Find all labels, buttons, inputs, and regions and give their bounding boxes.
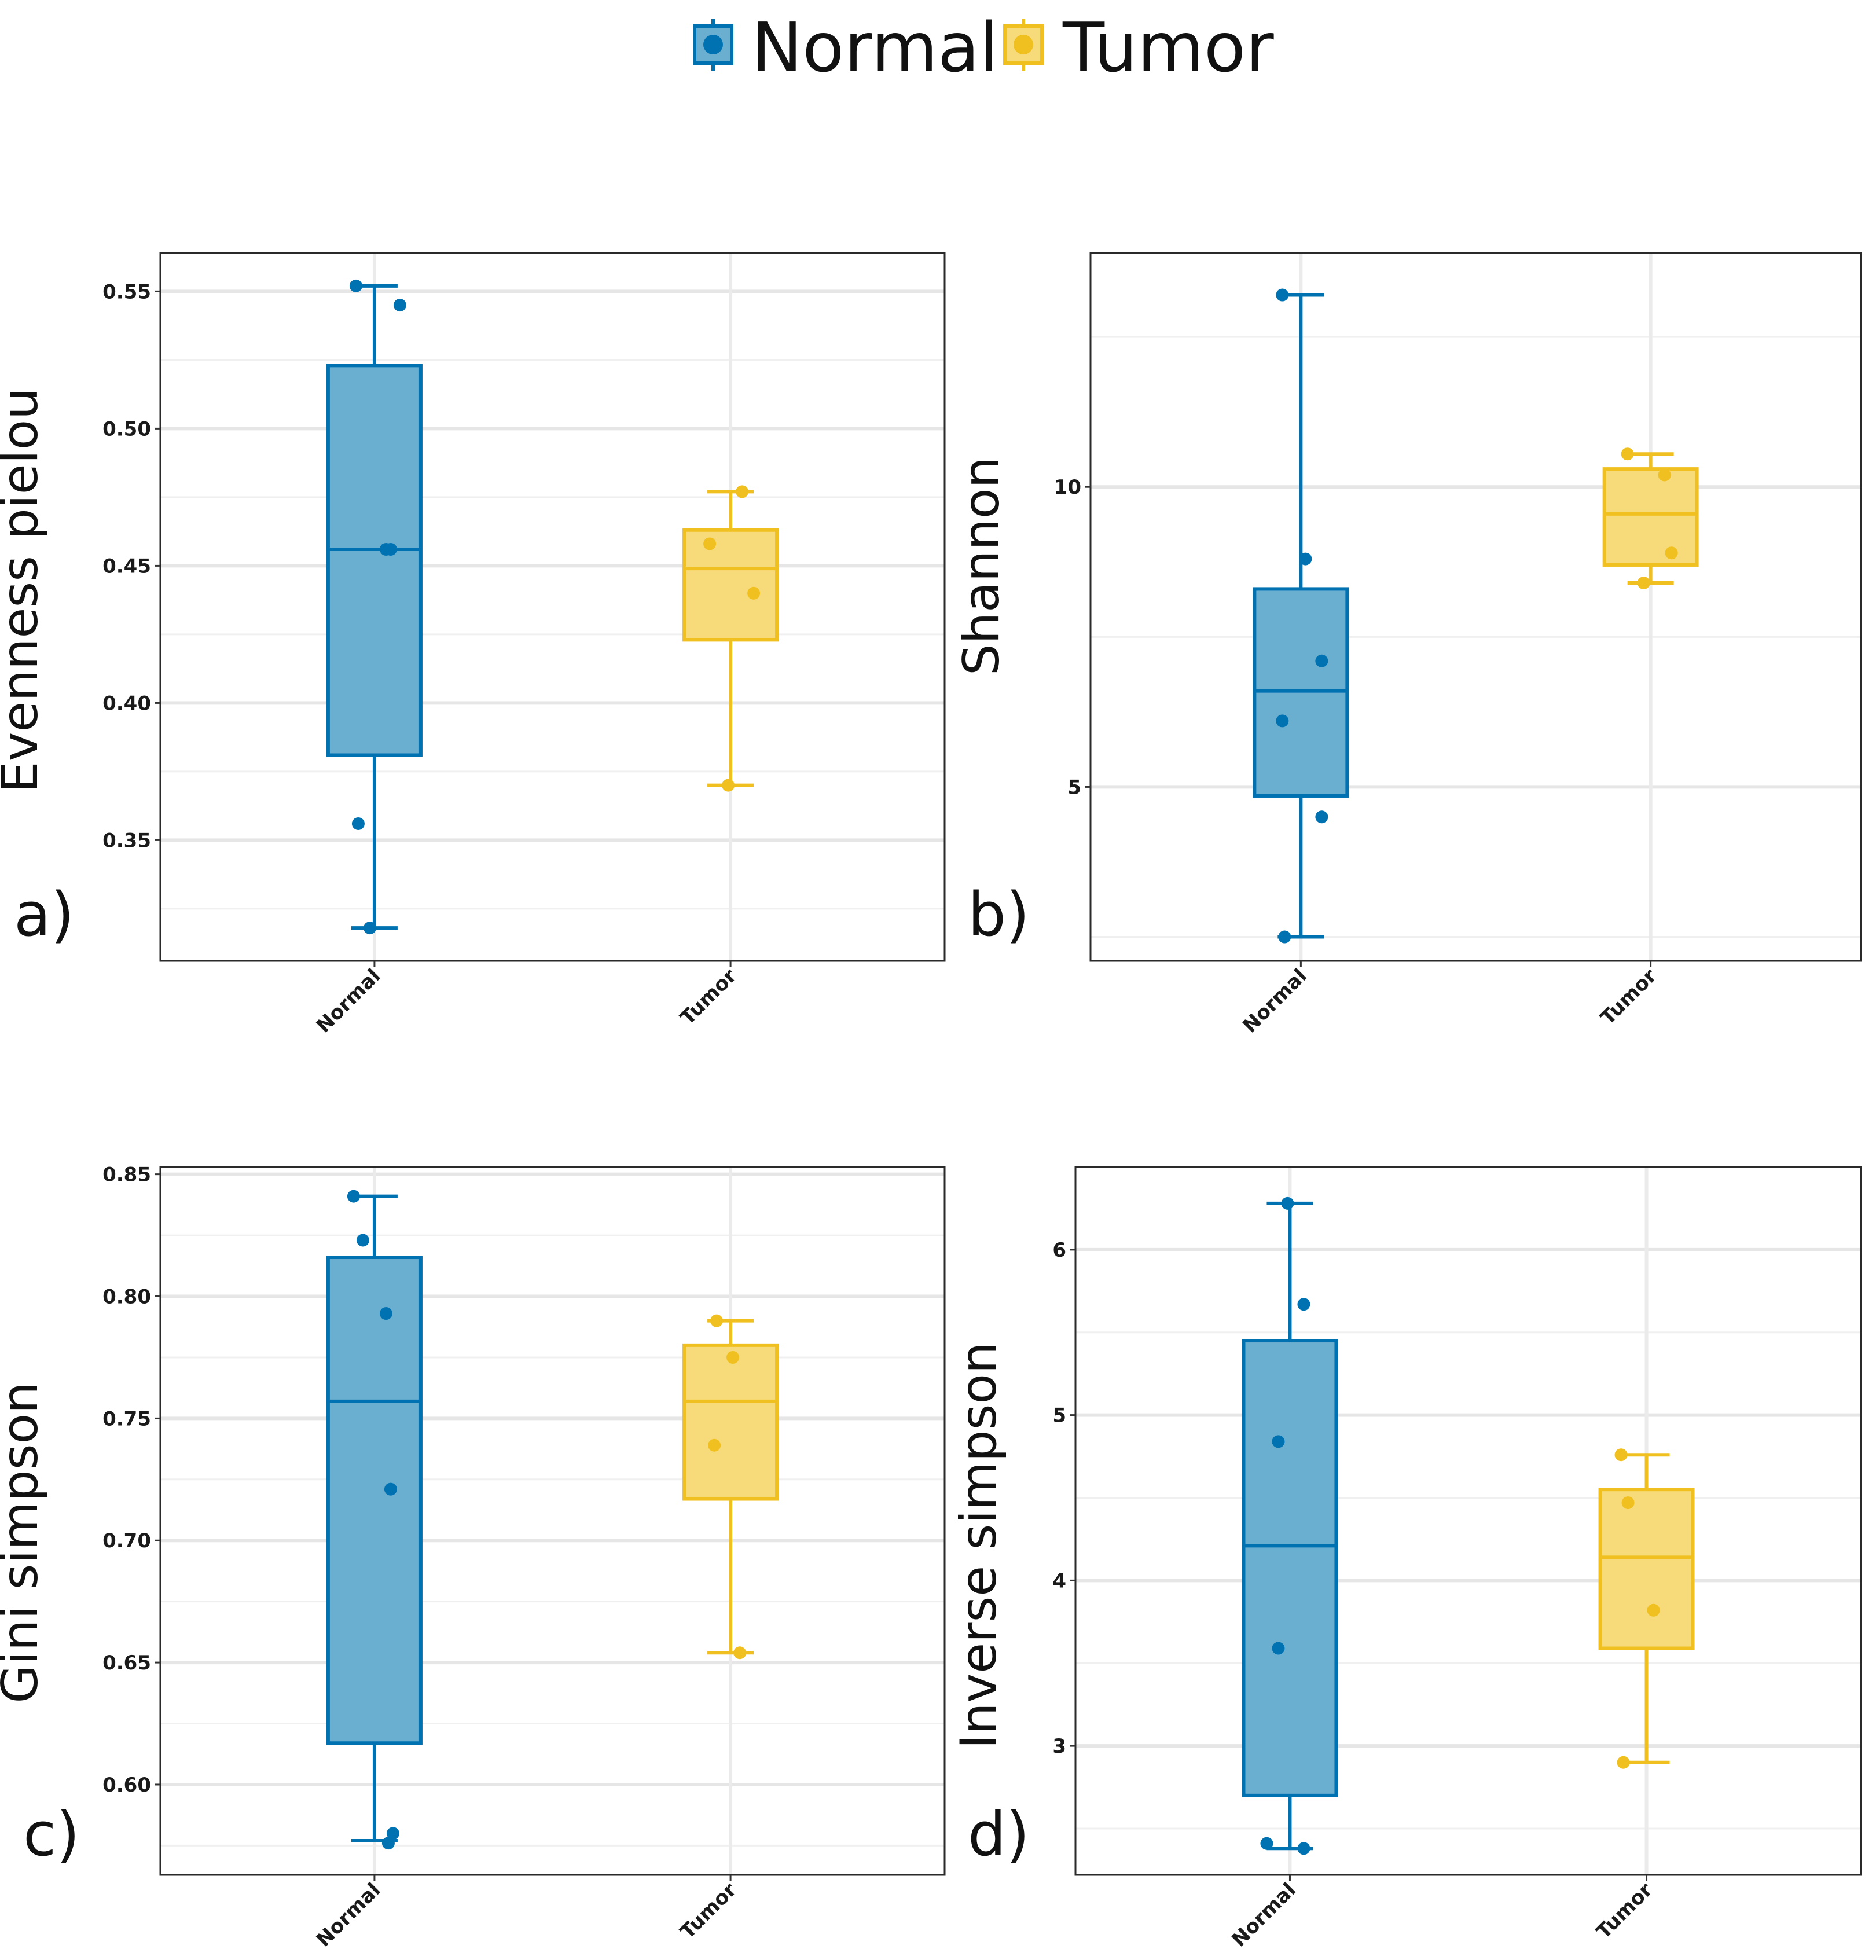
- data-point-normal: [1276, 289, 1288, 302]
- y-tick-label: 0.65: [102, 1651, 151, 1675]
- panel-a: 0.35 0.40 0.45 0.50 0.55 Normal Tumor Evenness …: [0, 253, 945, 1037]
- iqr-box-normal: [328, 365, 421, 755]
- legend-normal-dot: [703, 35, 723, 54]
- y-tick-label: 6: [1052, 1239, 1066, 1262]
- y-axis-label: Inverse simpson: [950, 1342, 1008, 1749]
- data-point-tumor: [708, 1439, 721, 1452]
- iqr-box-normal: [328, 1257, 421, 1743]
- data-point-normal: [384, 1483, 397, 1496]
- data-point-tumor: [1615, 1448, 1628, 1461]
- data-point-normal: [380, 1307, 392, 1320]
- y-tick-label: 5: [1052, 1404, 1066, 1427]
- x-tick-label-tumor: Tumor: [676, 964, 741, 1030]
- data-point-normal: [1315, 810, 1328, 823]
- data-point-normal: [347, 1190, 360, 1203]
- x-tick-label-normal: Normal: [312, 1878, 385, 1951]
- data-point-tumor: [747, 587, 760, 600]
- panel-b-background: [1091, 253, 1861, 961]
- y-axis-label: Evenness pielou: [0, 388, 49, 792]
- legend-item-normal: Normal: [695, 8, 998, 87]
- y-tick-label: 4: [1052, 1569, 1066, 1592]
- x-tick-label-normal: Normal: [312, 964, 385, 1037]
- legend-normal-label: Normal: [751, 8, 998, 87]
- y-tick-label: 0.60: [102, 1774, 151, 1797]
- data-point-tumor: [1638, 577, 1650, 589]
- data-point-normal: [1260, 1837, 1273, 1850]
- data-point-tumor: [710, 1315, 723, 1327]
- panel-letter: c): [23, 1799, 80, 1870]
- iqr-box-tumor: [684, 1345, 777, 1499]
- data-point-normal: [364, 922, 376, 934]
- x-tick-label-tumor: Tumor: [676, 1878, 741, 1944]
- data-point-normal: [1276, 714, 1288, 727]
- y-tick-label: 0.35: [102, 829, 151, 852]
- data-point-normal: [382, 1837, 395, 1849]
- data-point-normal: [1278, 931, 1291, 944]
- data-point-normal: [1272, 1642, 1284, 1655]
- data-point-normal: [357, 1234, 369, 1247]
- data-point-tumor: [1621, 447, 1634, 460]
- panel-d-background: [1075, 1167, 1861, 1875]
- data-point-tumor: [722, 779, 735, 792]
- panel-d: 3 4 5 6 Normal Tumor Inverse simpson d): [950, 1167, 1861, 1951]
- x-tick-label-tumor: Tumor: [1592, 1878, 1657, 1944]
- data-point-normal: [1281, 1197, 1294, 1210]
- y-tick-label: 0.55: [102, 280, 151, 303]
- data-point-tumor: [703, 537, 716, 550]
- iqr-box-normal: [1243, 1341, 1336, 1796]
- data-point-tumor: [1665, 546, 1678, 559]
- panel-letter: b): [968, 879, 1030, 950]
- data-point-normal: [1299, 553, 1312, 566]
- data-point-tumor: [736, 485, 748, 498]
- figure: Normal Tumor 0.35 0.40 0.45 0.50 0.55 Normal Tu…: [0, 0, 1876, 1960]
- panel-letter: d): [968, 1799, 1030, 1870]
- panels: 0.35 0.40 0.45 0.50 0.55 Normal Tumor Evenness …: [0, 253, 1861, 1951]
- data-point-normal: [1297, 1842, 1310, 1855]
- data-point-tumor: [1658, 468, 1671, 481]
- legend-item-tumor: Tumor: [1005, 8, 1274, 87]
- y-tick-label: 10: [1054, 476, 1081, 499]
- iqr-box-tumor: [1600, 1489, 1693, 1648]
- panel-b: 5 10 Normal Tumor Shannon b): [953, 253, 1861, 1037]
- y-tick-label: 0.45: [102, 555, 151, 578]
- x-tick-label-tumor: Tumor: [1596, 964, 1661, 1030]
- data-point-normal: [1315, 655, 1328, 667]
- legend: Normal Tumor: [695, 8, 1274, 87]
- data-point-normal: [394, 299, 406, 311]
- data-point-normal: [1272, 1435, 1284, 1448]
- y-tick-label: 0.75: [102, 1407, 151, 1430]
- data-point-tumor: [726, 1351, 739, 1364]
- panel-c-background: [160, 1167, 945, 1875]
- panel-letter: a): [14, 879, 74, 950]
- y-tick-label: 0.85: [102, 1163, 151, 1187]
- y-tick-label: 0.70: [102, 1529, 151, 1552]
- y-tick-label: 5: [1067, 776, 1081, 799]
- panel-c: 0.60 0.65 0.70 0.75 0.80 0.85 Normal Tumor Gini …: [0, 1163, 945, 1952]
- y-axis-label: Shannon: [953, 457, 1011, 676]
- x-tick-label-normal: Normal: [1228, 1878, 1301, 1951]
- data-point-tumor: [1647, 1604, 1660, 1617]
- data-point-normal: [384, 543, 397, 556]
- data-point-tumor: [1617, 1756, 1630, 1769]
- legend-tumor-dot: [1014, 35, 1033, 54]
- y-tick-label: 0.80: [102, 1286, 151, 1309]
- y-axis-label: Gini simpson: [0, 1382, 49, 1703]
- y-tick-label: 3: [1052, 1735, 1066, 1758]
- y-tick-label: 0.40: [102, 692, 151, 715]
- data-point-normal: [352, 817, 365, 830]
- data-point-normal: [350, 280, 362, 292]
- legend-tumor-label: Tumor: [1062, 8, 1274, 87]
- iqr-box-tumor: [684, 530, 777, 640]
- y-tick-label: 0.50: [102, 417, 151, 441]
- data-point-tumor: [1622, 1496, 1635, 1509]
- data-point-tumor: [733, 1646, 746, 1659]
- data-point-normal: [1297, 1298, 1310, 1311]
- x-tick-label-normal: Normal: [1238, 964, 1311, 1037]
- iqr-box-tumor: [1605, 469, 1697, 565]
